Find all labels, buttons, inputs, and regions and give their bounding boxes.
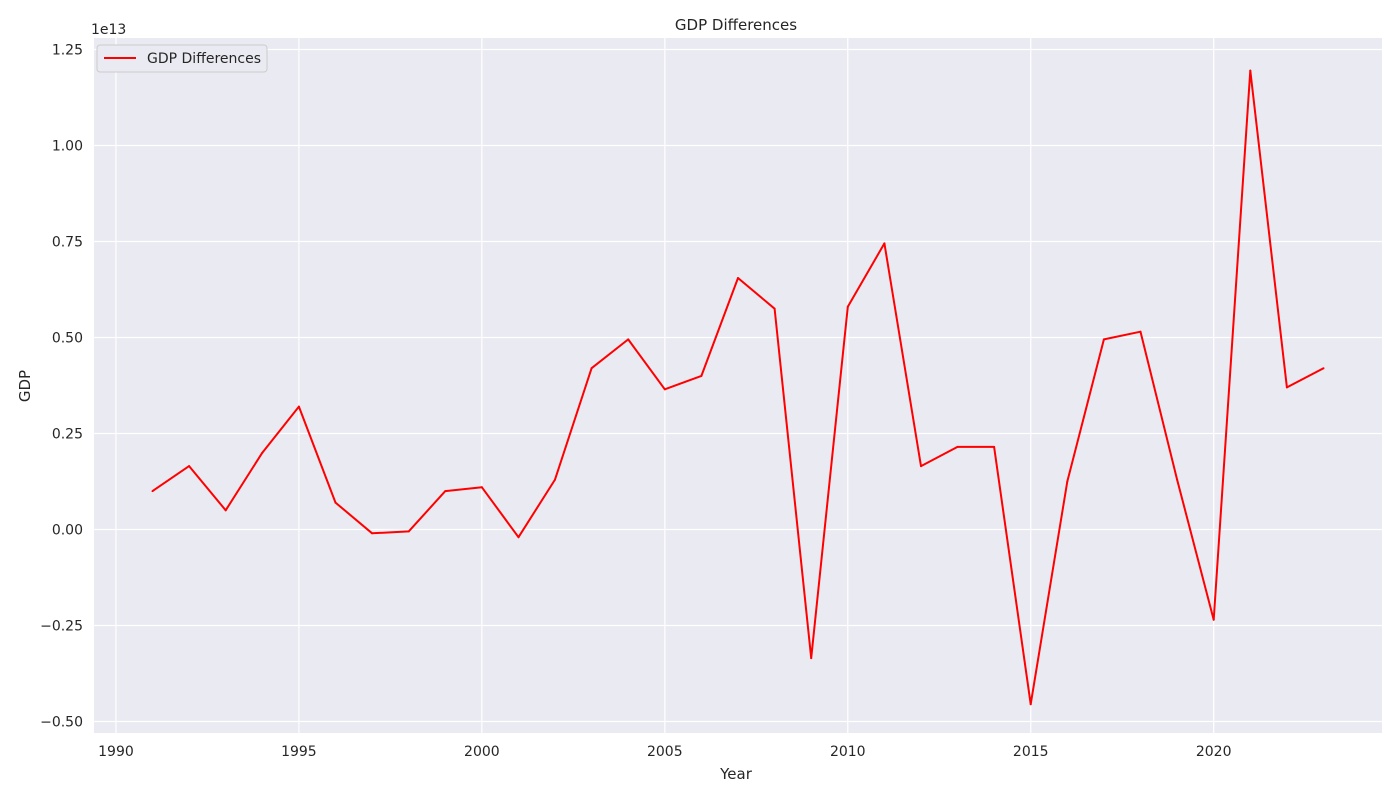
x-axis-ticks: 1990 1995 2000 2005 2010 2015 2020 xyxy=(98,744,1231,760)
x-axis-label: Year xyxy=(719,765,753,783)
y-tick-label: 0.50 xyxy=(52,331,83,347)
y-tick-label: 0.00 xyxy=(52,522,83,538)
data-point xyxy=(1029,703,1032,706)
data-point xyxy=(956,445,959,448)
y-axis-ticks: −0.50 −0.25 0.00 0.25 0.50 0.75 1.00 1.25 xyxy=(40,43,83,731)
data-point xyxy=(883,242,886,245)
data-point xyxy=(151,490,154,493)
data-point xyxy=(371,532,374,535)
y-tick-label: 1.00 xyxy=(52,139,83,155)
x-tick-label: 2010 xyxy=(830,744,866,760)
y-tick-label: 0.25 xyxy=(52,426,83,442)
data-point xyxy=(663,388,666,391)
y-tick-label: 1.25 xyxy=(52,43,83,59)
plot-area xyxy=(94,38,1382,733)
data-point xyxy=(334,501,337,504)
plot-background xyxy=(94,38,1382,733)
x-tick-label: 2015 xyxy=(1013,744,1049,760)
data-point xyxy=(737,277,739,279)
data-point xyxy=(590,367,593,370)
x-tick-label: 2000 xyxy=(464,744,500,760)
series-lines xyxy=(151,69,1325,706)
data-point xyxy=(993,445,996,448)
data-point xyxy=(1066,480,1069,483)
data-point xyxy=(920,465,922,468)
data-point xyxy=(1285,386,1288,389)
data-point xyxy=(700,374,703,377)
x-tick-label: 2005 xyxy=(647,744,683,760)
data-point xyxy=(810,657,813,660)
data-point xyxy=(517,536,520,539)
legend-box xyxy=(96,44,268,73)
data-point xyxy=(1212,618,1215,621)
chart-title: GDP Differences xyxy=(675,16,797,34)
data-point xyxy=(224,509,227,512)
y-offset-label: 1e13 xyxy=(91,22,126,38)
data-point xyxy=(554,478,556,481)
data-point xyxy=(1249,69,1252,72)
x-tick-label: 1995 xyxy=(281,744,317,760)
data-point xyxy=(444,490,447,493)
x-tick-label: 1990 xyxy=(98,744,134,760)
data-point xyxy=(1322,367,1325,370)
y-tick-label: 0.75 xyxy=(52,235,83,251)
data-point xyxy=(1176,478,1179,481)
y-axis-label: GDP xyxy=(16,370,34,402)
y-tick-label: −0.25 xyxy=(40,618,83,634)
data-point xyxy=(1139,330,1142,333)
data-point xyxy=(407,530,410,533)
data-point xyxy=(627,338,630,341)
data-point xyxy=(297,405,300,408)
legend: GDP Differences xyxy=(96,44,268,73)
data-point xyxy=(773,307,776,310)
data-point xyxy=(188,465,191,468)
data-point xyxy=(846,305,849,308)
data-point xyxy=(480,486,483,489)
y-tick-label: −0.50 xyxy=(40,714,83,730)
x-tick-label: 2020 xyxy=(1196,744,1232,760)
data-point xyxy=(261,451,264,454)
legend-entry-label: GDP Differences xyxy=(147,51,261,67)
data-point xyxy=(1102,338,1105,341)
